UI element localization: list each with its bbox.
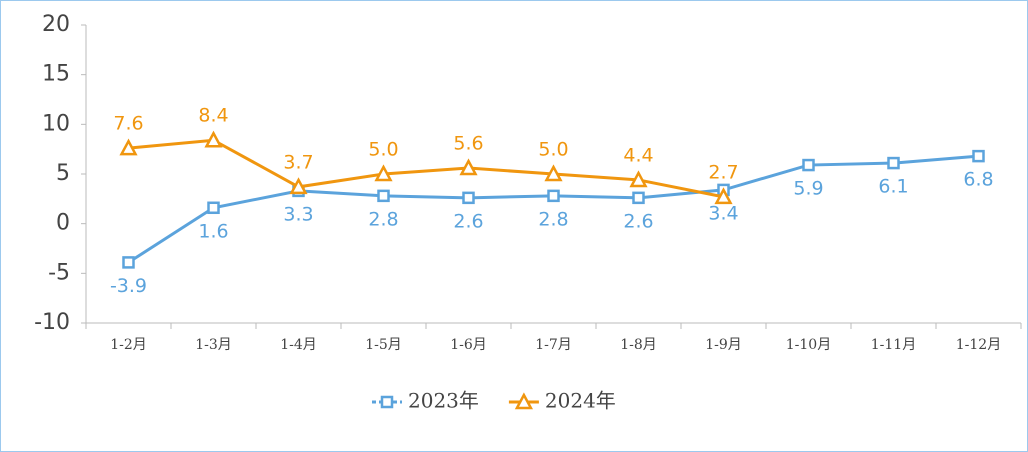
value-label: 2.8 xyxy=(538,208,568,230)
point xyxy=(629,170,648,188)
value-label: 4.4 xyxy=(623,144,653,166)
value-label: 7.6 xyxy=(113,113,143,135)
x-tick-label: 1-12月 xyxy=(956,337,1001,353)
point xyxy=(207,201,220,215)
point xyxy=(122,256,135,269)
value-label: 5.0 xyxy=(368,139,398,161)
y-tick-label: 10 xyxy=(42,111,70,136)
y-tick-label: -10 xyxy=(34,310,70,335)
x-tick-label: 1-8月 xyxy=(620,337,657,353)
point xyxy=(972,149,985,163)
x-tick-label: 1-7月 xyxy=(535,337,572,353)
y-tick-label: 5 xyxy=(56,161,70,186)
x-tick-label: 1-11月 xyxy=(871,337,916,353)
y-tick-label: 20 xyxy=(42,12,70,37)
y-tick-label: 0 xyxy=(56,211,70,236)
value-label: 8.4 xyxy=(198,105,228,127)
point xyxy=(462,191,475,205)
point xyxy=(119,138,138,156)
value-label: 2.8 xyxy=(368,208,398,230)
x-tick-label: 1-4月 xyxy=(280,337,317,353)
point xyxy=(374,164,393,182)
point xyxy=(887,156,900,170)
legend-marker xyxy=(514,392,533,410)
value-label: 5.0 xyxy=(538,139,568,161)
y-tick-label: -5 xyxy=(48,260,70,285)
series-line xyxy=(128,138,724,199)
point xyxy=(714,187,733,205)
y-tick-label: 15 xyxy=(42,62,70,87)
value-label: 5.6 xyxy=(453,133,483,155)
value-label: 1.6 xyxy=(198,220,228,242)
point xyxy=(632,191,645,205)
value-label: 3.4 xyxy=(708,202,738,224)
value-label: 2.6 xyxy=(453,210,483,232)
legend-label: 2024年 xyxy=(545,389,616,413)
value-label: -3.9 xyxy=(110,275,147,297)
value-label: 6.8 xyxy=(963,169,993,191)
legend-marker xyxy=(380,395,394,409)
point xyxy=(459,158,478,176)
point xyxy=(289,177,308,195)
x-tick-label: 1-6月 xyxy=(450,337,487,353)
x-tick-label: 1-5月 xyxy=(365,337,402,353)
value-label: 6.1 xyxy=(878,176,908,198)
point xyxy=(547,189,560,203)
point xyxy=(544,164,563,182)
value-label: 3.3 xyxy=(283,203,313,225)
point xyxy=(204,130,223,148)
x-tick-label: 1-10月 xyxy=(786,337,831,353)
value-label: 2.6 xyxy=(623,210,653,232)
x-tick-label: 1-3月 xyxy=(195,337,232,353)
x-tick-label: 1-2月 xyxy=(110,337,147,353)
x-tick-label: 1-9月 xyxy=(705,337,742,353)
point xyxy=(377,189,390,203)
value-label: 5.9 xyxy=(793,178,823,200)
legend-label: 2023年 xyxy=(408,389,479,413)
point xyxy=(802,158,815,172)
value-label: 3.7 xyxy=(283,151,313,173)
value-label: 2.7 xyxy=(708,161,738,183)
